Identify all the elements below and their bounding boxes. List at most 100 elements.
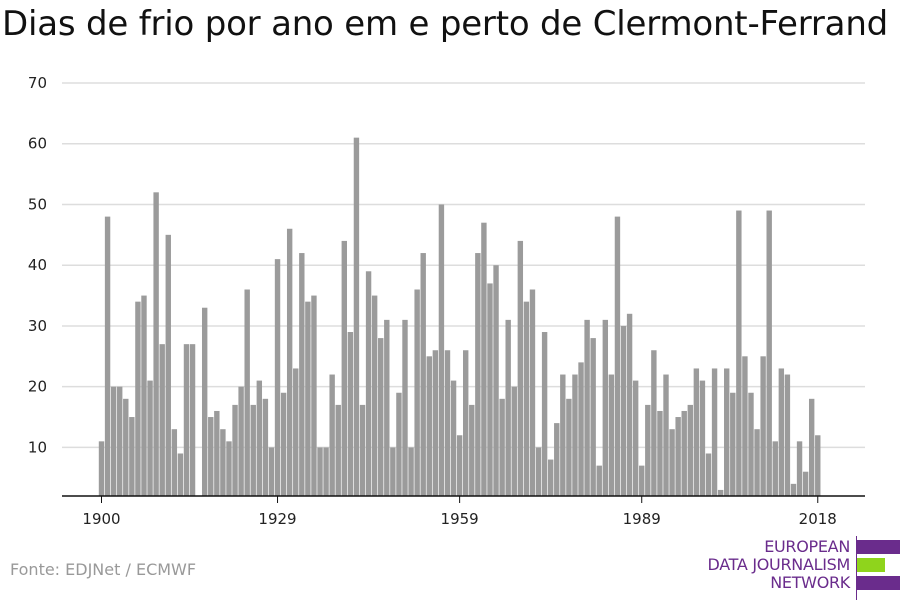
bar (681, 410, 687, 496)
bar (687, 404, 693, 496)
x-tick-label: 1989 (623, 510, 661, 528)
bar (123, 398, 129, 496)
bar (505, 319, 511, 496)
y-tick-label: 70 (28, 74, 47, 92)
bar (335, 404, 341, 496)
bar (796, 441, 803, 496)
bar (147, 380, 153, 496)
bar (438, 204, 445, 496)
bar (426, 356, 432, 496)
bar (778, 368, 785, 496)
bar (808, 398, 815, 496)
bar (669, 429, 675, 496)
bar (293, 368, 299, 496)
bar (481, 222, 487, 496)
bar (469, 404, 475, 496)
bar (693, 368, 700, 496)
x-tick-label: 1959 (441, 510, 479, 528)
source-note: Fonte: EDJNet / ECMWF (10, 560, 197, 579)
bar (766, 210, 772, 497)
bar (487, 283, 493, 496)
bar (268, 447, 275, 496)
bar (584, 319, 590, 496)
bar (414, 289, 420, 496)
bar (511, 386, 517, 496)
bar (141, 295, 147, 496)
x-tick-label: 1929 (258, 510, 296, 528)
bar (420, 253, 426, 496)
bar (517, 240, 524, 496)
bar (572, 374, 578, 496)
bar (153, 192, 159, 496)
y-tick-label: 40 (28, 256, 47, 274)
bar (262, 398, 269, 496)
bar (396, 392, 402, 496)
bar (699, 380, 706, 496)
bar (523, 301, 530, 496)
bar (657, 410, 663, 496)
bar (742, 356, 748, 496)
x-tick-label: 2018 (799, 510, 837, 528)
bar (602, 319, 609, 496)
bar (590, 338, 596, 496)
bar (566, 398, 572, 496)
bar (815, 435, 821, 496)
bar (347, 332, 354, 496)
y-tick-label: 30 (28, 317, 47, 335)
bar (705, 453, 712, 496)
chart-title: Dias de frio por ano em e perto de Clerm… (2, 4, 889, 44)
bar (208, 417, 214, 496)
bar (499, 398, 505, 496)
bar (220, 429, 226, 496)
y-tick-label: 10 (28, 438, 47, 456)
bar (784, 374, 791, 496)
bar (645, 404, 651, 496)
bar (614, 216, 621, 496)
bar (286, 228, 293, 496)
y-tick-label: 50 (28, 195, 47, 213)
bar (390, 447, 396, 496)
bar (311, 295, 317, 496)
bar (547, 459, 554, 496)
bar (244, 289, 250, 496)
edjnet-logo: EUROPEAN DATA JOURNALISM NETWORK (700, 536, 900, 600)
bar (736, 210, 742, 497)
bar (717, 489, 724, 496)
bar (250, 404, 256, 496)
bar (384, 319, 390, 496)
y-tick-label: 20 (28, 378, 47, 396)
bar (110, 386, 117, 496)
bar (432, 350, 439, 496)
logo-bar-purple-bottom (857, 576, 900, 590)
bar (329, 374, 335, 496)
bar (529, 289, 536, 496)
bar (560, 374, 566, 496)
bar (724, 368, 730, 496)
logo-text-line3: NETWORK (770, 573, 850, 592)
bar (675, 417, 681, 496)
bar (135, 301, 141, 496)
bar (359, 404, 366, 496)
bar (578, 362, 584, 496)
bar (790, 483, 797, 496)
bar (493, 265, 499, 496)
bar (165, 234, 171, 496)
bar (663, 374, 669, 496)
bar (754, 429, 760, 496)
y-axis-ticks: 10 20 30 40 50 60 70 (28, 74, 47, 456)
bar (353, 137, 360, 496)
bar (171, 429, 178, 496)
bar (214, 410, 220, 496)
bar (554, 423, 560, 496)
bar (402, 319, 408, 496)
bar (772, 441, 778, 496)
bar (748, 392, 754, 496)
bar (256, 380, 263, 496)
bar (632, 380, 639, 496)
bar (408, 447, 414, 496)
y-tick-label: 60 (28, 135, 47, 153)
bar (317, 447, 323, 496)
bar (711, 368, 718, 496)
bar (232, 404, 238, 496)
logo-bar-purple-top (857, 540, 900, 554)
